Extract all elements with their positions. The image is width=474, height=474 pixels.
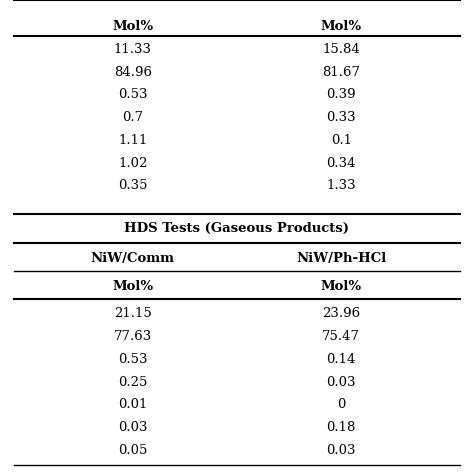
Text: 15.84: 15.84 (322, 43, 360, 56)
Text: 0.05: 0.05 (118, 444, 147, 457)
Text: 0.03: 0.03 (327, 444, 356, 457)
Text: NiW/Ph-HCl: NiW/Ph-HCl (296, 252, 386, 265)
Text: 81.67: 81.67 (322, 65, 360, 79)
Text: 23.96: 23.96 (322, 307, 360, 320)
Text: Mol%: Mol% (321, 280, 362, 293)
Text: Mol%: Mol% (112, 280, 153, 293)
Text: 0.34: 0.34 (327, 156, 356, 170)
Text: 0.18: 0.18 (327, 421, 356, 434)
Text: Mol%: Mol% (112, 19, 153, 33)
Text: HDS Tests (Gaseous Products): HDS Tests (Gaseous Products) (125, 222, 349, 236)
Text: 11.33: 11.33 (114, 43, 152, 56)
Text: 75.47: 75.47 (322, 330, 360, 343)
Text: 77.63: 77.63 (114, 330, 152, 343)
Text: 0.1: 0.1 (331, 134, 352, 147)
Text: 84.96: 84.96 (114, 65, 152, 79)
Text: 0.01: 0.01 (118, 398, 147, 411)
Text: 0.7: 0.7 (122, 111, 143, 124)
Text: 1.11: 1.11 (118, 134, 147, 147)
Text: NiW/Comm: NiW/Comm (91, 252, 175, 265)
Text: 0.53: 0.53 (118, 88, 147, 101)
Text: 0.53: 0.53 (118, 353, 147, 366)
Text: 0.25: 0.25 (118, 375, 147, 389)
Text: 0.03: 0.03 (118, 421, 147, 434)
Text: 0.39: 0.39 (327, 88, 356, 101)
Text: 0.14: 0.14 (327, 353, 356, 366)
Text: 0: 0 (337, 398, 346, 411)
Text: 21.15: 21.15 (114, 307, 152, 320)
Text: 0.35: 0.35 (118, 179, 147, 192)
Text: 0.03: 0.03 (327, 375, 356, 389)
Text: 1.33: 1.33 (327, 179, 356, 192)
Text: 1.02: 1.02 (118, 156, 147, 170)
Text: 0.33: 0.33 (327, 111, 356, 124)
Text: Mol%: Mol% (321, 19, 362, 33)
